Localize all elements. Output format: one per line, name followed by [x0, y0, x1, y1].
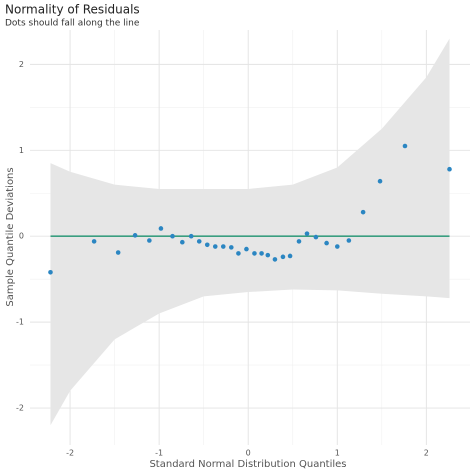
point — [132, 233, 138, 238]
point — [180, 239, 185, 245]
x-tick-label: -1 — [155, 449, 163, 458]
point — [287, 253, 293, 259]
point — [296, 239, 302, 244]
point — [220, 244, 226, 249]
y-tick-label: -1 — [16, 318, 24, 327]
point — [280, 254, 286, 260]
point — [147, 238, 152, 243]
point — [204, 242, 210, 248]
point — [48, 269, 53, 275]
point — [91, 239, 97, 244]
y-tick-label: 0 — [19, 232, 24, 241]
point — [259, 251, 264, 256]
confidence-band — [50, 38, 450, 426]
point — [272, 257, 278, 262]
x-tick-label: 0 — [246, 449, 251, 458]
point — [377, 178, 383, 184]
point — [324, 240, 329, 246]
point — [346, 238, 352, 243]
y-tick-label: 2 — [19, 60, 24, 69]
x-tick-label: -2 — [66, 449, 74, 458]
chart-title: Normality of Residuals — [5, 3, 140, 17]
y-axis-label: Sample Quantile Deviations — [5, 167, 16, 306]
point — [115, 250, 121, 255]
point — [447, 166, 452, 172]
point — [170, 233, 175, 239]
y-tick-label: -2 — [16, 404, 24, 413]
point — [228, 245, 234, 250]
point — [212, 244, 218, 249]
y-tick-label: 1 — [19, 146, 24, 155]
point — [360, 209, 366, 215]
x-tick-label: 2 — [424, 449, 429, 458]
point — [196, 239, 202, 244]
point — [304, 231, 310, 236]
point — [265, 252, 271, 258]
chart-subtitle: Dots should fall along the line — [5, 19, 140, 29]
point — [244, 246, 249, 252]
x-tick-label: 1 — [335, 449, 340, 458]
point — [402, 143, 408, 149]
point — [158, 226, 164, 231]
point — [236, 251, 241, 256]
point — [252, 251, 257, 256]
point — [334, 244, 340, 249]
point — [188, 233, 194, 239]
point — [313, 234, 319, 240]
x-axis-label: Standard Normal Distribution Quantiles — [149, 459, 346, 470]
